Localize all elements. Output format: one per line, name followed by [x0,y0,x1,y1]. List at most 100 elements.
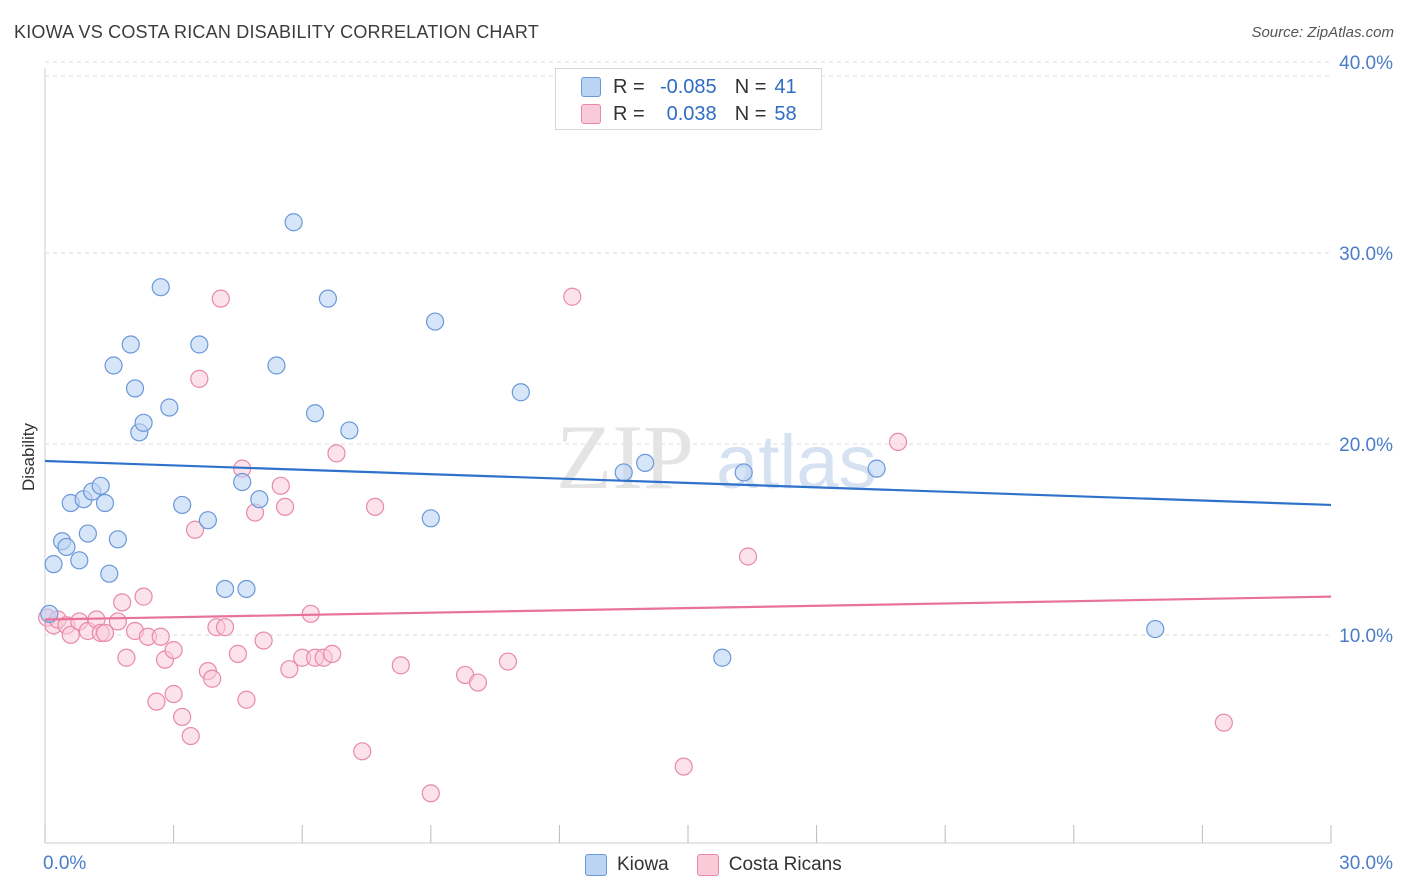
x-tick-label: 0.0% [43,853,86,874]
costa-ricans-point [203,669,222,688]
watermark-atlas: atlas [716,420,877,505]
kiowa-point [121,335,140,354]
costa-ricans-point [353,742,372,761]
kiowa-point [104,356,123,375]
n-value: 58 [774,102,797,125]
costa-ricans-point [271,476,290,495]
costa-ricans-point [888,432,908,451]
costa-ricans-point [254,631,273,650]
kiowa-point [340,421,359,440]
costa-ricans-point [738,547,758,566]
costa-ricans-point [563,287,582,306]
kiowa-point [305,404,325,423]
legend-item-kiowa: Kiowa [585,854,669,876]
costa-ricans-point [147,692,166,711]
kiowa-point [511,383,530,402]
costa-ricans-point [323,644,342,664]
y-tick-label: 40.0% [1339,53,1393,74]
kiowa-point [190,335,209,354]
legend-item-costa-ricans: Costa Ricans [696,854,842,876]
kiowa-trend-line [44,459,1332,507]
costa-ricans-point [215,618,235,637]
costa-ricans-point [237,690,256,709]
costa-ricans-point [134,587,153,606]
kiowa-point [614,463,633,482]
costa-ricans-point [391,656,410,675]
costa-ricans-point [61,625,80,644]
costa-ricans-point [275,497,295,516]
kiowa-point [713,648,732,667]
r-value: 0.038 [666,102,717,125]
y-tick-labels: 10.0% 20.0% 30.0% 40.0% [1339,53,1393,647]
kiowa-point [151,278,170,297]
chart-title: KIOWA VS COSTA RICAN DISABILITY CORRELAT… [14,22,539,42]
kiowa-point [95,493,115,513]
watermark-zip: ZIP [556,406,694,508]
kiowa-swatch [585,854,607,876]
kiowa-point [250,490,269,509]
axes [44,68,1332,844]
r-label: R = [613,102,645,125]
costa-ricans-point [95,623,115,643]
kiowa-point [284,213,303,232]
legend-row-costa-ricans: R = 0.038 N = 58 [581,101,804,127]
costa-ricans-point [1214,713,1233,732]
costa-ricans-point [190,369,209,388]
trend-lines [44,459,1332,621]
legend-label-kiowa: Kiowa [617,854,669,875]
kiowa-point [70,551,89,570]
gridlines [45,61,1331,636]
x-tick-labels: 0.0% 30.0% [43,853,1393,874]
costa-ricans-swatch [581,104,601,124]
kiowa-point [267,356,286,375]
costa-ricans-point [498,652,518,671]
x-tick-label: 30.0% [1339,853,1393,874]
costa-ricans-points [38,287,1233,803]
n-label: N = [734,75,767,98]
costa-ricans-point [181,726,200,746]
kiowa-point [636,453,655,473]
kiowa-point [1146,619,1165,639]
costa-ricans-swatch [696,854,719,876]
costa-ricans-point [280,660,299,679]
costa-ricans-point [108,612,127,631]
costa-ricans-point [113,593,132,612]
costa-ricans-point [151,627,170,646]
costa-ricans-point [327,444,346,463]
n-label: N = [734,102,767,125]
costa-ricans-point [173,707,192,727]
costa-ricans-point [211,289,230,308]
kiowa-point [134,413,153,432]
kiowa-point [160,398,179,417]
kiowa-point [108,530,127,549]
costa-ricans-point [365,497,385,516]
costa-ricans-point [164,684,183,704]
source-credit: Source: ZipAtlas.com [1251,24,1394,41]
r-value: -0.085 [659,75,717,98]
kiowa-point [91,476,110,495]
kiowa-point [421,509,440,528]
legend-label-costa-ricans: Costa Ricans [728,854,842,875]
y-tick-label: 10.0% [1339,626,1393,647]
costa-ricans-point [674,757,693,776]
kiowa-point [198,511,217,530]
n-value: 41 [774,75,797,98]
watermark: ZIP atlas [556,406,877,508]
kiowa-point [318,289,338,308]
r-label: R = [613,75,645,98]
y-tick-label: 20.0% [1339,435,1393,456]
y-axis-label: Disability [19,422,38,491]
costa-ricans-point [185,520,205,539]
costa-ricans-point [228,644,247,664]
series-legend: Kiowa Costa Ricans [585,852,870,878]
kiowa-point [867,459,886,478]
kiowa-point [215,579,235,599]
y-tick-label: 30.0% [1339,244,1393,265]
costa-ricans-point [117,648,136,667]
kiowa-point [233,472,252,492]
kiowa-point [78,524,97,543]
kiowa-swatch [581,77,601,97]
stats-legend: R = -0.085 N = 41 R = 0.038 N = 58 [555,68,822,130]
kiowa-point [237,579,256,599]
